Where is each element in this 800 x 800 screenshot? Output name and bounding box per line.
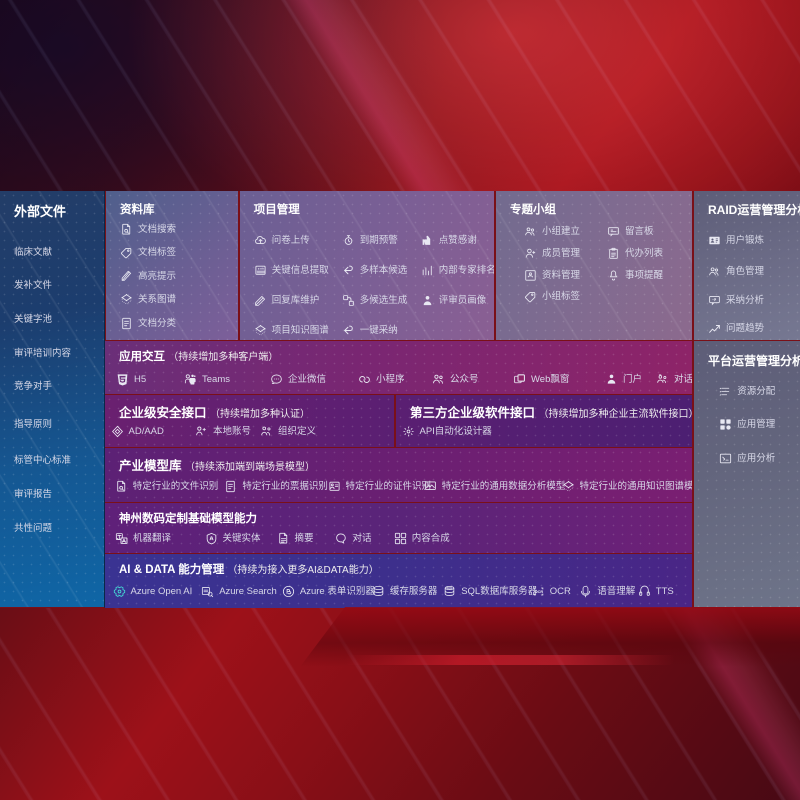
svg-text:OCR: OCR <box>534 589 543 594</box>
svg-text:SQL: SQL <box>447 586 453 590</box>
